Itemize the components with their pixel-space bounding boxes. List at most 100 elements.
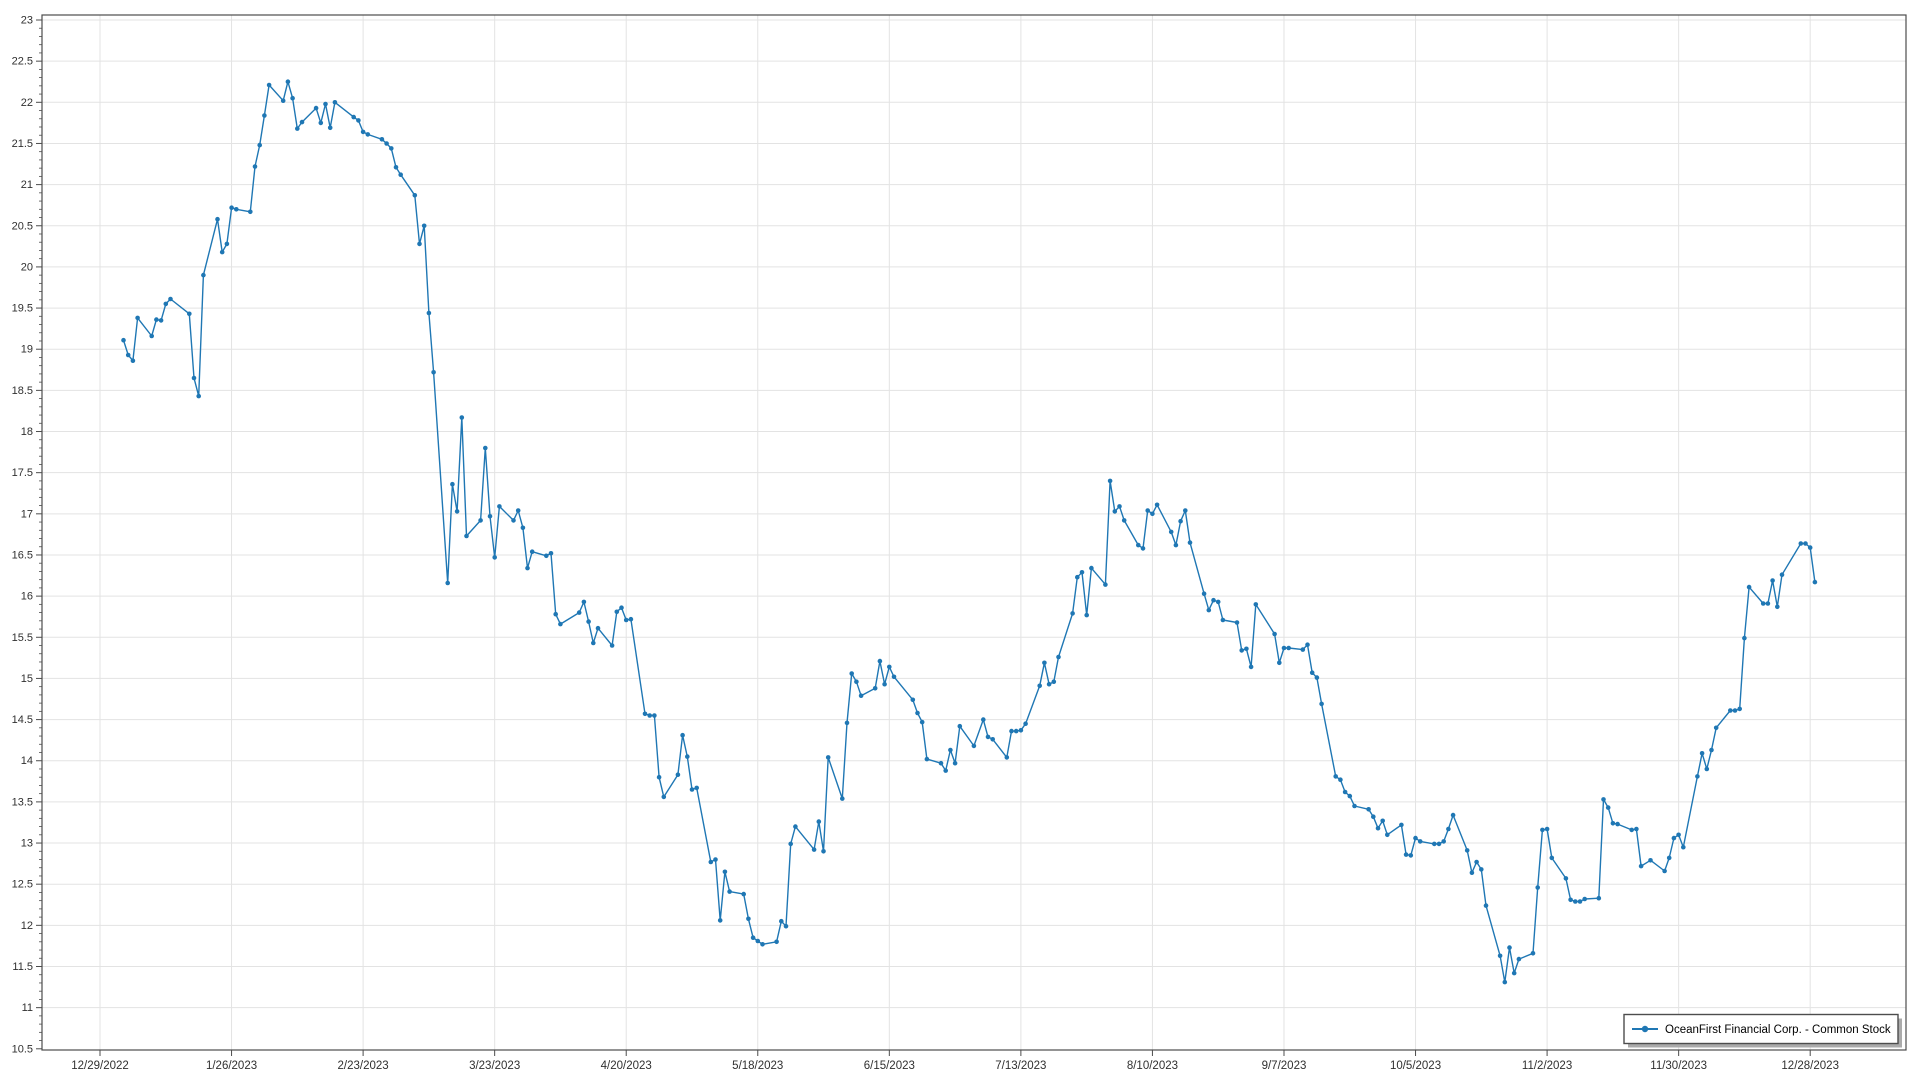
y-axis-tick-label: 15.5 <box>12 632 33 644</box>
data-point-marker <box>1042 660 1047 666</box>
data-point-marker <box>187 311 192 317</box>
data-point-marker <box>191 375 197 381</box>
data-point-marker <box>642 711 648 717</box>
data-point-marker <box>1502 979 1508 985</box>
x-axis-tick-label: 6/15/2023 <box>864 1060 915 1072</box>
legend-series-dot-icon <box>1641 1025 1649 1033</box>
data-point-marker <box>981 717 986 722</box>
data-point-marker <box>1319 701 1324 707</box>
y-axis-tick-label: 11 <box>22 1002 33 1014</box>
data-point-marker <box>628 616 634 622</box>
data-point-marker <box>1699 751 1705 756</box>
x-axis-tick-label: 10/5/2023 <box>1390 1060 1441 1072</box>
data-point-marker <box>257 142 263 148</box>
data-point-marker <box>266 82 272 88</box>
data-point-marker <box>694 785 699 791</box>
data-point-marker <box>1798 541 1804 546</box>
x-axis-tick-label: 5/18/2023 <box>732 1060 783 1072</box>
data-point-marker <box>619 605 624 610</box>
data-point-marker <box>445 580 451 586</box>
data-point-marker <box>529 549 535 554</box>
data-point-marker <box>158 318 164 323</box>
data-point-marker <box>1497 953 1503 959</box>
legend-box[interactable] <box>1623 1013 1899 1045</box>
x-axis-tick-label: 4/20/2023 <box>601 1060 652 1072</box>
data-point-marker <box>558 621 563 627</box>
data-point-marker <box>426 310 432 316</box>
data-point-marker <box>957 723 963 729</box>
data-point-marker <box>525 565 530 571</box>
data-point-marker <box>1610 821 1616 826</box>
legend: OceanFirst Financial Corp. - Common Stoc… <box>1623 1013 1902 1048</box>
data-point-marker <box>412 193 418 198</box>
data-point-marker <box>219 249 225 255</box>
data-point-marker <box>1582 896 1587 902</box>
data-point-marker <box>783 923 789 929</box>
data-point-marker <box>938 760 944 766</box>
data-point-marker <box>224 241 230 247</box>
data-point-marker <box>1183 508 1188 513</box>
data-point-marker <box>478 518 483 523</box>
data-point-marker <box>1540 827 1545 833</box>
data-point-marker <box>1004 755 1010 760</box>
data-point-marker <box>1150 511 1155 517</box>
data-point-marker <box>1662 868 1667 874</box>
y-axis-tick-label: 22.5 <box>12 56 33 68</box>
legend-label: OceanFirst Financial Corp. - Common Stoc… <box>1665 1024 1891 1036</box>
data-point-marker <box>1121 518 1127 523</box>
data-point-marker <box>872 686 878 691</box>
plot-area-border[interactable] <box>41 14 1907 1051</box>
data-point-marker <box>1277 660 1282 666</box>
data-point-marker <box>825 755 831 760</box>
y-axis-tick-label: 20 <box>21 261 33 273</box>
data-point-marker <box>290 95 295 101</box>
data-point-marker <box>750 935 756 940</box>
data-point-marker <box>163 301 169 307</box>
data-point-marker <box>1342 789 1348 795</box>
data-point-marker <box>332 100 338 105</box>
x-axis-tick-label: 8/10/2023 <box>1127 1060 1178 1072</box>
data-point-marker <box>234 207 239 212</box>
data-point-marker <box>1366 807 1371 812</box>
data-point-marker <box>779 918 784 924</box>
data-point-marker <box>1338 777 1343 782</box>
data-point-marker <box>1432 841 1437 847</box>
data-point-marker <box>1464 848 1470 853</box>
data-point-marker <box>849 671 854 676</box>
data-point-marker <box>1107 478 1113 484</box>
x-axis-tick-label: 3/23/2023 <box>469 1060 520 1072</box>
data-point-marker <box>680 732 685 738</box>
data-point-marker <box>1666 855 1672 861</box>
data-point-marker <box>943 768 948 773</box>
data-point-marker <box>1671 835 1677 841</box>
data-point-marker <box>1638 863 1644 869</box>
data-point-marker <box>459 415 465 420</box>
axis-ticks <box>36 19 1811 1056</box>
data-point-marker <box>252 164 258 169</box>
data-point-marker <box>1413 835 1418 841</box>
y-axis-tick-label: 12.5 <box>12 879 33 891</box>
data-point-marker <box>877 658 883 664</box>
data-point-marker <box>1577 899 1583 904</box>
data-point-marker <box>713 857 718 862</box>
data-point-marker <box>746 916 751 922</box>
data-point-marker <box>1145 508 1150 513</box>
data-point-marker <box>722 869 728 875</box>
data-point-marker <box>201 272 206 278</box>
data-point-marker <box>760 942 765 947</box>
data-point-marker <box>1140 546 1146 551</box>
x-axis-tick-label: 11/30/2023 <box>1650 1060 1707 1072</box>
data-point-marker <box>1732 708 1738 713</box>
x-axis-tick-label: 2/23/2023 <box>338 1060 389 1072</box>
data-point-marker <box>591 640 596 646</box>
data-point-marker <box>1023 721 1028 726</box>
data-point-marker <box>1676 832 1681 838</box>
data-point-marker <box>360 129 366 135</box>
y-axis-tick-label: 13.5 <box>12 796 33 808</box>
data-point-marker <box>774 939 779 945</box>
data-point-marker <box>196 393 201 399</box>
data-point-marker <box>215 216 220 222</box>
y-axis-tick-label: 16.5 <box>12 549 33 561</box>
data-point-marker <box>1009 728 1014 734</box>
